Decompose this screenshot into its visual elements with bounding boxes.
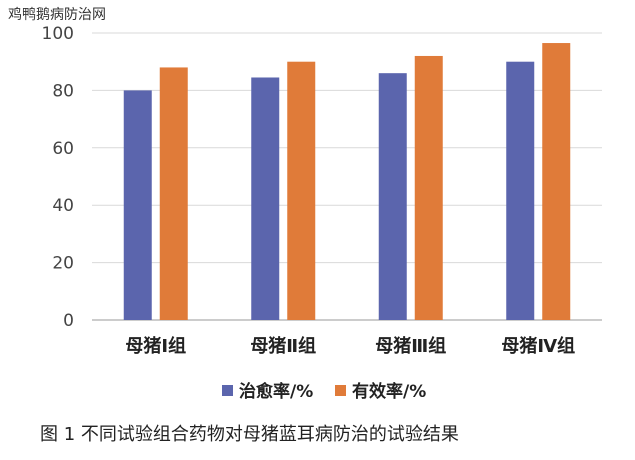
x-category-label: 母猪Ⅳ组 — [501, 335, 575, 357]
y-tick-label: 80 — [52, 81, 74, 101]
bar-cure-rate — [251, 77, 280, 320]
legend-label: 有效率/% — [352, 381, 426, 402]
x-axis: 母猪Ⅰ组 母猪Ⅱ组 母猪Ⅲ组 母猪Ⅳ组 — [125, 335, 575, 357]
bar-cure-rate — [378, 73, 407, 321]
bar-chart: 0 20 40 60 80 100 母猪Ⅰ组 母猪Ⅱ组 母猪Ⅲ组 母猪Ⅳ组 治愈率/% 有效率/% — [42, 24, 602, 402]
y-axis: 0 20 40 60 80 100 — [42, 24, 74, 331]
y-tick-label: 20 — [52, 254, 74, 274]
y-tick-label: 0 — [63, 311, 74, 331]
bar-cure-rate — [506, 61, 535, 320]
y-tick-label: 60 — [52, 139, 74, 159]
x-category-label: 母猪Ⅰ组 — [125, 335, 186, 357]
figure-caption: 图 1 不同试验组合药物对母猪蓝耳病防治的试验结果 — [40, 424, 459, 445]
bar-cure-rate — [123, 90, 152, 321]
x-category-label: 母猪Ⅱ组 — [250, 335, 316, 357]
legend-swatch — [222, 385, 233, 396]
bar-effective-rate — [287, 61, 316, 320]
bar-effective-rate — [542, 43, 571, 321]
legend-label: 治愈率/% — [239, 381, 313, 402]
bar-effective-rate — [414, 55, 443, 321]
bar-effective-rate — [159, 67, 188, 320]
y-tick-label: 100 — [42, 24, 74, 44]
bars — [123, 43, 571, 321]
x-category-label: 母猪Ⅲ组 — [375, 335, 446, 357]
watermark-text: 鸡鸭鹅病防治网 — [8, 7, 106, 23]
legend: 治愈率/% 有效率/% — [222, 381, 426, 402]
legend-swatch — [335, 385, 346, 396]
y-tick-label: 40 — [52, 196, 74, 216]
